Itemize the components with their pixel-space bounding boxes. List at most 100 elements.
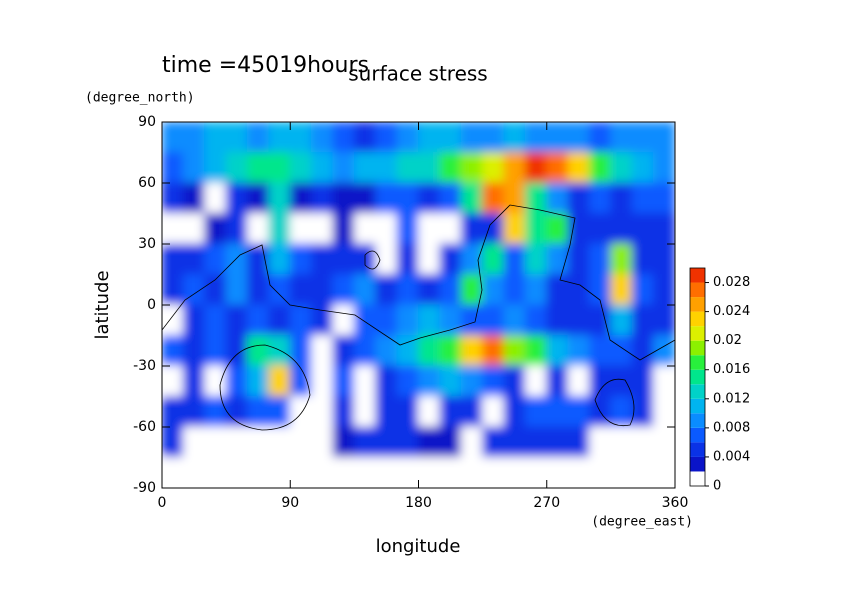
stress-cell [439, 152, 462, 184]
stress-cell [396, 426, 419, 458]
colorbar-swatch [690, 413, 705, 428]
stress-cell [247, 122, 270, 153]
stress-cell [567, 152, 590, 184]
stress-cell [653, 122, 675, 153]
stress-cell [460, 243, 484, 275]
stress-cell [182, 457, 206, 488]
stress-cell [396, 213, 419, 245]
stress-cell [524, 457, 548, 488]
stress-cell [567, 457, 590, 488]
colorbar-tick-label: 0.008 [713, 420, 750, 435]
stress-cell [482, 243, 505, 275]
stress-cell [503, 335, 526, 367]
stress-cell [439, 304, 462, 336]
stress-cell [289, 396, 313, 428]
stress-cell [396, 152, 419, 184]
stress-cell [524, 396, 548, 428]
stress-cell [268, 426, 291, 458]
stress-cell [589, 335, 612, 367]
stress-cell [225, 365, 248, 397]
stress-cell [182, 365, 206, 397]
stress-cell [610, 122, 633, 153]
stress-cell [460, 396, 484, 428]
stress-cell [631, 243, 655, 275]
stress-cell [311, 243, 334, 275]
stress-cell [311, 426, 334, 458]
y-tick-label: -90 [133, 480, 156, 496]
stress-cell [546, 335, 569, 367]
stress-cell [610, 152, 633, 184]
stress-cell [482, 122, 505, 153]
stress-cell [524, 365, 548, 397]
stress-cell [311, 335, 334, 367]
stress-cell [204, 122, 227, 153]
stress-cell [418, 243, 441, 275]
stress-cell [289, 182, 313, 214]
stress-cell [610, 426, 633, 458]
stress-cell [653, 304, 675, 336]
stress-cell [631, 213, 655, 245]
stress-cell [524, 274, 548, 306]
stress-cell [524, 182, 548, 214]
stress-cell [289, 152, 313, 184]
stress-cell [610, 396, 633, 428]
stress-cell [460, 274, 484, 306]
stress-cell [182, 426, 206, 458]
stress-cell [503, 457, 526, 488]
colorbar-swatch [690, 282, 705, 298]
stress-cell [332, 396, 355, 428]
stress-cell [439, 182, 462, 214]
stress-cell [162, 304, 184, 336]
stress-cell [418, 152, 441, 184]
stress-cell [439, 365, 462, 397]
stress-cell [503, 365, 526, 397]
stress-cell [439, 274, 462, 306]
stress-cell [225, 426, 248, 458]
stress-cell [460, 457, 484, 488]
y-tick-label: 90 [138, 114, 156, 130]
stress-cell [631, 396, 655, 428]
y-tick-label: -60 [133, 419, 156, 435]
stress-cell [460, 335, 484, 367]
stress-cell [268, 152, 291, 184]
stress-cell [247, 335, 270, 367]
stress-cell [396, 396, 419, 428]
coastlines [162, 204, 675, 431]
coastline [162, 204, 675, 361]
stress-cell [524, 426, 548, 458]
stress-cell [610, 335, 633, 367]
stress-cell [503, 274, 526, 306]
stress-cell [631, 304, 655, 336]
stress-cell [460, 426, 484, 458]
stress-cell [289, 274, 313, 306]
stress-cell [653, 182, 675, 214]
stress-cell [567, 274, 590, 306]
stress-cell [546, 396, 569, 428]
stress-cell [653, 365, 675, 397]
stress-cell [439, 396, 462, 428]
stress-cell [503, 182, 526, 214]
stress-cell [162, 365, 184, 397]
y-tick-label: 60 [138, 175, 156, 191]
stress-cell [289, 122, 313, 153]
y-tick-label: -30 [133, 358, 156, 374]
stress-cell [353, 213, 377, 245]
stress-cell [396, 243, 419, 275]
colorbar-swatch [690, 311, 705, 327]
stress-cell [268, 122, 291, 153]
colorbar-tick-label: 0.012 [713, 391, 750, 406]
stress-cell [524, 335, 548, 367]
stress-cell [162, 213, 184, 245]
stress-cell [439, 335, 462, 367]
stress-cell [589, 182, 612, 214]
stress-cell [418, 365, 441, 397]
stress-cell [268, 365, 291, 397]
stress-cell [460, 152, 484, 184]
stress-cell [524, 122, 548, 153]
colorbar-swatch [690, 355, 705, 370]
stress-cell [610, 457, 633, 488]
stress-cell [610, 274, 633, 306]
stress-cell [289, 243, 313, 275]
stress-cell [503, 396, 526, 428]
stress-cell [247, 426, 270, 458]
